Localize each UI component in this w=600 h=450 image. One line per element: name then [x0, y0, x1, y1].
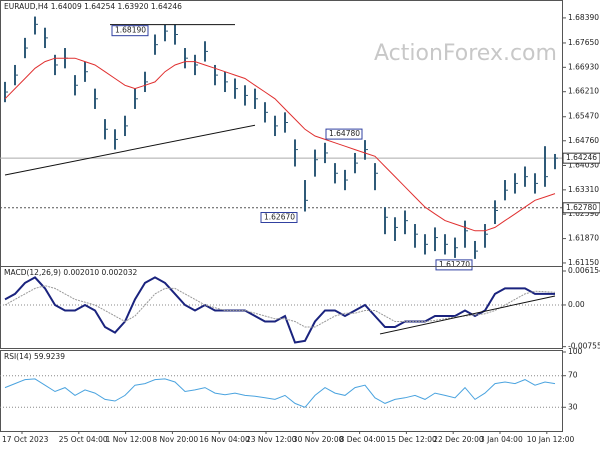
- x-tick-label: 30 Nov 20:00: [293, 435, 344, 444]
- x-tick-label: 16 Nov 04:00: [199, 435, 250, 444]
- y-tick-label: 1.64760: [568, 136, 599, 145]
- y-tick-label: 1.66930: [568, 62, 599, 71]
- y-tick-label: 100: [568, 347, 583, 356]
- annotation-box: [260, 212, 298, 224]
- x-tick-label: 17 Oct 2023: [2, 435, 49, 444]
- panel-title: EURAUD,H4 1.64009 1.64254 1.63920 1.6424…: [4, 2, 182, 11]
- price-label-box: [562, 202, 600, 214]
- annotation-label: 1.68190: [115, 26, 146, 35]
- x-tick-label: 1 Nov 12:00: [106, 435, 152, 444]
- panel-title: MACD(12,26,9) 0.002010 0.002032: [4, 268, 138, 277]
- annotation-box: [435, 259, 473, 271]
- y-tick-label: 1.62590: [568, 209, 599, 218]
- annotation-box: [111, 25, 149, 37]
- y-tick-label: -0.007555: [568, 342, 600, 351]
- y-tick-label: 70: [568, 371, 578, 380]
- y-tick-label: 1.61870: [568, 234, 599, 243]
- y-tick-label: 0.00: [568, 300, 585, 309]
- price-label: 1.64246: [566, 153, 597, 162]
- x-tick-label: 10 Jan 12:00: [527, 435, 575, 444]
- series-line: [4, 57, 556, 232]
- y-tick-label: 1.64030: [568, 160, 599, 169]
- y-tick-label: 1.63310: [568, 185, 599, 194]
- annotation-label: 1.64780: [329, 129, 360, 138]
- price-label: 1.62780: [566, 203, 597, 212]
- panel-frame: [0, 350, 563, 432]
- y-tick-label: 1.68390: [568, 13, 599, 22]
- y-tick-label: 1.66210: [568, 87, 599, 96]
- x-tick-label: 8 Nov 20:00: [152, 435, 198, 444]
- panel-title: RSI(14) 59.9239: [4, 352, 65, 361]
- y-tick-label: 1.67650: [568, 38, 599, 47]
- watermark: ActionForex.com: [374, 41, 557, 66]
- x-tick-label: 3 Jan 04:00: [480, 435, 523, 444]
- annotation-box: [325, 128, 363, 140]
- annotation-label: 1.61270: [439, 260, 470, 269]
- trendline: [4, 124, 256, 176]
- annotation-label: 1.62670: [264, 213, 295, 222]
- panel-frame: [0, 266, 563, 349]
- x-tick-label: 15 Dec 12:00: [386, 435, 437, 444]
- series-line: [4, 378, 556, 408]
- y-tick-label: 0.006154: [568, 266, 600, 275]
- y-tick-label: 30: [568, 402, 578, 411]
- x-tick-label: 23 Nov 12:00: [246, 435, 297, 444]
- x-tick-label: 25 Oct 04:00: [59, 435, 108, 444]
- x-tick-label: 22 Dec 20:00: [433, 435, 484, 444]
- y-tick-label: 1.65470: [568, 112, 599, 121]
- price-label-box: [562, 152, 600, 164]
- y-tick-label: 1.61150: [568, 258, 599, 267]
- x-tick-label: 8 Dec 04:00: [340, 435, 386, 444]
- trendline: [379, 295, 556, 335]
